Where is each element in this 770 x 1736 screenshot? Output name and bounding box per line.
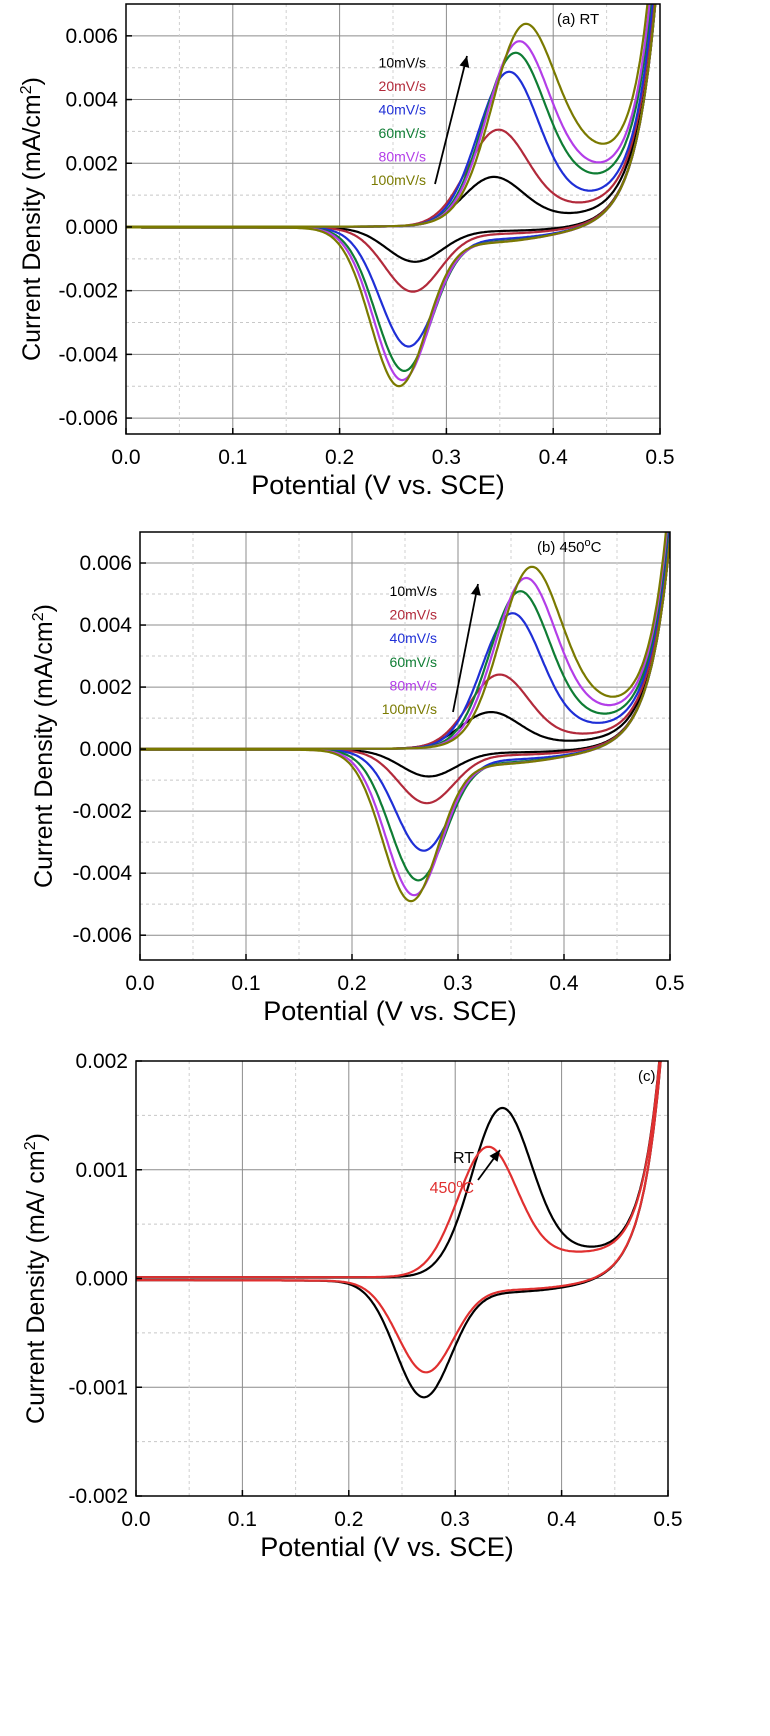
legend-label: 100mV/s xyxy=(382,701,437,717)
x-axis-label: Potential (V vs. SCE) xyxy=(260,1532,514,1562)
series-line-100mvs-cathodic xyxy=(126,4,657,388)
panel-label-main: (b) 450 xyxy=(537,539,585,556)
legend-arrow xyxy=(452,583,479,713)
legend-label: 10mV/s xyxy=(379,55,426,71)
legend-label: 100mV/s xyxy=(371,172,426,188)
y-tick-label: -0.004 xyxy=(72,862,132,885)
panel-label: (b) 450oC xyxy=(537,537,602,556)
series-group xyxy=(140,532,670,903)
x-tick-label: 0.5 xyxy=(645,446,674,469)
y-tick-label: -0.002 xyxy=(58,280,118,303)
series-group xyxy=(136,1061,662,1399)
y-axis-label-sup: 2 xyxy=(18,85,35,94)
y-tick-label: -0.002 xyxy=(72,800,132,823)
x-tick-label: 0.5 xyxy=(653,1508,682,1531)
y-axis-label-sup: 2 xyxy=(30,612,47,621)
y-tick-label: 0.006 xyxy=(79,552,132,575)
x-axis-label: Potential (V vs. SCE) xyxy=(251,470,505,500)
y-tick-label: -0.004 xyxy=(58,343,118,366)
panel-c: 0.0 0.1 0.2 0.3 0.4 0.5 -0.002 -0.001 0.000 0.001… xyxy=(22,1050,683,1562)
y-tick-label: -0.002 xyxy=(68,1485,128,1508)
y-tick-label: 0.004 xyxy=(79,614,132,637)
x-tick-label: 0.0 xyxy=(125,972,154,995)
x-axis-label: Potential (V vs. SCE) xyxy=(263,996,517,1026)
y-axis-label: Current Density (mA/cm2) xyxy=(18,77,46,361)
x-tick-label: 0.1 xyxy=(228,1508,257,1531)
y-tick-label: 0.002 xyxy=(75,1050,128,1073)
legend-label: 450oC xyxy=(430,1178,474,1197)
legend-label: 10mV/s xyxy=(390,583,437,599)
series-line-450c-cathodic xyxy=(136,1061,662,1374)
x-tick-label: 0.4 xyxy=(547,1508,577,1531)
y-tick-label: -0.001 xyxy=(68,1376,128,1399)
y-tick-label: 0.006 xyxy=(65,25,118,48)
x-tick-label: 0.1 xyxy=(218,446,247,469)
panel-label-end: C xyxy=(591,539,602,556)
y-tick-label: 0.002 xyxy=(65,152,118,175)
series-group xyxy=(126,4,657,388)
x-tick-label: 0.3 xyxy=(443,972,472,995)
x-tick-label: 0.3 xyxy=(432,446,461,469)
y-axis-label-sup: 2 xyxy=(22,1141,39,1150)
legend-label: 40mV/s xyxy=(379,102,426,118)
y-tick-label: 0.000 xyxy=(79,738,132,761)
legend-arrow-head xyxy=(459,56,470,68)
plot-frame xyxy=(139,531,671,961)
legend: RT 450oC xyxy=(430,1149,501,1197)
x-tick-label: 0.4 xyxy=(549,972,579,995)
y-axis-label: Current Density (mA/ cm2) xyxy=(22,1133,50,1424)
legend: 10mV/s 20mV/s 40mV/s 60mV/s 80mV/s 100mV/s xyxy=(382,583,481,717)
legend-label: 80mV/s xyxy=(390,677,437,693)
y-axis-label-end: ) xyxy=(22,1133,50,1141)
legend-label: 40mV/s xyxy=(390,630,437,646)
x-tick-label: 0.3 xyxy=(441,1508,470,1531)
x-tick-label: 0.4 xyxy=(539,446,569,469)
panel-label: (a) RT xyxy=(557,11,599,28)
y-tick-label: 0.004 xyxy=(65,89,118,112)
x-tick-label: 0.1 xyxy=(231,972,260,995)
y-axis-label-main: Current Density (mA/cm xyxy=(18,94,46,361)
legend-label-end: C xyxy=(462,1180,474,1197)
panel-a: 0.0 0.1 0.2 0.3 0.4 0.5 -0.006 -0.004 -0.002 0.00… xyxy=(18,3,675,500)
series-line-450c-anodic xyxy=(136,1061,661,1279)
y-axis-label: Current Density (mA/cm2) xyxy=(30,604,58,888)
y-axis-label-end: ) xyxy=(30,604,58,612)
y-tick-label: -0.006 xyxy=(72,924,132,947)
legend-arrow-head xyxy=(489,1150,500,1162)
series-line-100mvs-cathodic xyxy=(140,537,670,903)
x-tick-label: 0.0 xyxy=(121,1508,150,1531)
panel-label: (c) xyxy=(638,1068,656,1085)
legend-label: 60mV/s xyxy=(379,125,426,141)
y-axis-label-main: Current Density (mA/ cm xyxy=(22,1150,50,1424)
y-axis-label-main: Current Density (mA/cm xyxy=(30,621,58,888)
y-tick-label: 0.000 xyxy=(75,1268,128,1291)
y-tick-label: 0.001 xyxy=(75,1159,128,1182)
legend-label: 20mV/s xyxy=(379,78,426,94)
y-tick-label: 0.002 xyxy=(79,676,132,699)
x-tick-label: 0.2 xyxy=(337,972,366,995)
legend-arrow-head xyxy=(470,584,481,596)
y-axis-label-end: ) xyxy=(18,77,46,85)
grid xyxy=(136,1060,668,1497)
legend-label-sup: o xyxy=(456,1178,462,1190)
grid xyxy=(126,4,660,434)
x-tick-label: 0.2 xyxy=(325,446,354,469)
y-tick-label: -0.006 xyxy=(58,407,118,430)
x-tick-label: 0.0 xyxy=(111,446,140,469)
x-tick-label: 0.5 xyxy=(655,972,684,995)
legend-label-main: 450 xyxy=(430,1180,457,1197)
x-tick-label: 0.2 xyxy=(334,1508,363,1531)
panel-label-sup: o xyxy=(585,537,591,549)
legend-label: 80mV/s xyxy=(379,149,426,165)
plot-frame xyxy=(125,3,661,435)
series-line-20mvs-cathodic xyxy=(126,4,657,293)
legend-label: 20mV/s xyxy=(390,607,437,623)
panel-b: 0.0 0.1 0.2 0.3 0.4 0.5 -0.006 -0.004 -0.002 0.00… xyxy=(30,531,685,1026)
legend-label: 60mV/s xyxy=(390,654,437,670)
legend: 10mV/s 20mV/s 40mV/s 60mV/s 80mV/s 100mV/s xyxy=(371,55,470,188)
legend-arrow xyxy=(434,55,468,185)
y-tick-label: 0.000 xyxy=(65,216,118,239)
legend-label: RT xyxy=(453,1150,474,1167)
